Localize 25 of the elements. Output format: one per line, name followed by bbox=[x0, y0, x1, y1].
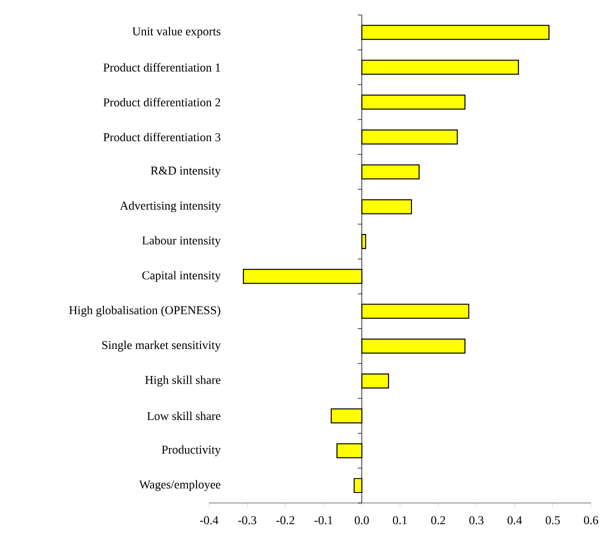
x-tick-label: 0.3 bbox=[469, 516, 484, 524]
y-tick-label: Productivity bbox=[162, 445, 221, 456]
x-tick-label: 0.6 bbox=[584, 516, 598, 524]
x-tick-label: 0.5 bbox=[546, 516, 560, 524]
y-tick-label: Single market sensitivity bbox=[102, 340, 221, 352]
x-tick-label: 0.2 bbox=[431, 516, 446, 524]
y-tick-label: Advertising intensity bbox=[120, 201, 221, 212]
y-tick-label: Unit value exports bbox=[132, 26, 220, 38]
x-tick-label: -0.4 bbox=[200, 516, 218, 524]
y-tick-label: High globalisation (OPENESS) bbox=[69, 306, 220, 317]
x-tick-label: -0.3 bbox=[238, 516, 256, 524]
y-tick-label: Product differentiation 3 bbox=[103, 132, 220, 142]
x-tick-label: 0.1 bbox=[392, 516, 407, 524]
y-tick-label: Low skill share bbox=[147, 412, 220, 420]
x-tick-label: -0.2 bbox=[276, 516, 294, 524]
y-tick-label: Capital intensity bbox=[142, 270, 221, 282]
x-tick-label: 0.0 bbox=[354, 516, 369, 524]
x-tick-label: -0.1 bbox=[314, 516, 332, 524]
y-tick-label: R&D intensity bbox=[150, 166, 221, 178]
y-tick-label: Product differentiation 2 bbox=[103, 98, 220, 106]
y-tick-label: Product differentiation 1 bbox=[103, 62, 220, 72]
x-tick-label: 0.4 bbox=[508, 516, 522, 524]
y-tick-label: Labour intensity bbox=[142, 236, 221, 248]
y-tick-label: Wages/employee bbox=[139, 480, 220, 492]
y-tick-label: High skill share bbox=[145, 376, 220, 386]
